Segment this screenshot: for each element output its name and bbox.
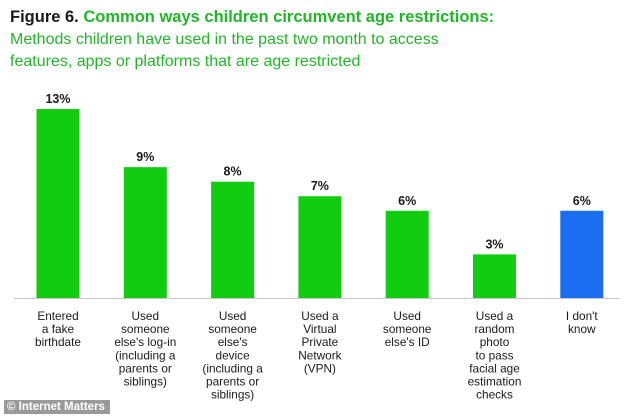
- category-label-line: someone: [383, 322, 432, 336]
- data-label: 3%: [485, 237, 503, 251]
- figure-heading: Common ways children circumvent age rest…: [83, 8, 495, 26]
- category-label-line: parents or: [206, 375, 259, 389]
- category-label-line: to pass: [475, 348, 513, 362]
- category-label: Used someone else's log-in (including a pare…: [114, 309, 176, 389]
- category-label-line: facial age: [469, 361, 520, 375]
- chart-title: Figure 6. Common ways children circumven…: [10, 6, 630, 28]
- category-label-line: Private: [302, 335, 339, 349]
- category-label-line: else's ID: [385, 335, 430, 349]
- category-label-line: Used a: [476, 309, 514, 323]
- data-label: 7%: [311, 179, 329, 193]
- bar: [123, 167, 167, 298]
- category-label-line: (including a: [202, 361, 263, 375]
- category-label-line: Used a: [301, 309, 339, 323]
- category-label-line: random: [475, 322, 515, 336]
- data-label: 9%: [136, 150, 154, 164]
- category-label-line: Used: [219, 309, 247, 323]
- category-label-line: parents or: [119, 361, 172, 375]
- category-label-line: know: [568, 322, 596, 336]
- chart-subtitle-line-2: features, apps or platforms that are age…: [10, 53, 361, 70]
- category-label: Entered a fake birthdate: [35, 309, 81, 349]
- category-label-line: birthdate: [35, 335, 81, 349]
- category-label-line: Virtual: [303, 322, 336, 336]
- category-label-line: Used: [132, 309, 160, 323]
- category-label-line: someone: [121, 322, 170, 336]
- category-label-line: Used: [393, 309, 421, 323]
- figure-label: Figure 6.: [10, 8, 79, 26]
- data-label: 6%: [573, 194, 591, 208]
- category-label-line: someone: [208, 322, 257, 336]
- category-label-line: siblings): [211, 388, 254, 402]
- data-label: 8%: [224, 165, 242, 179]
- category-label-line: a fake: [42, 322, 75, 336]
- bar: [560, 210, 604, 298]
- bar: [298, 196, 342, 298]
- bar: [473, 254, 516, 298]
- category-label-line: estimation: [468, 375, 522, 389]
- chart-subtitle-line-1: Methods children have used in the past t…: [10, 31, 439, 48]
- data-label: 13%: [45, 92, 70, 106]
- watermark: © Internet Matters: [4, 400, 110, 414]
- category-label-line: (VPN): [304, 361, 336, 375]
- bar: [211, 181, 255, 298]
- category-label-line: photo: [480, 335, 510, 349]
- bar: [36, 109, 80, 298]
- data-label: 6%: [398, 194, 416, 208]
- category-label-line: Entered: [37, 309, 78, 323]
- category-label: Used someone else's device (including a paren…: [202, 309, 263, 402]
- category-label: Used a Virtual Private Network (VPN): [298, 309, 341, 375]
- category-label-line: else's: [218, 335, 248, 349]
- category-label: Used someone else's ID: [383, 309, 432, 349]
- category-label: I don't know: [566, 309, 598, 336]
- category-label-line: siblings): [124, 375, 167, 389]
- category-label-line: device: [216, 348, 251, 362]
- category-label: Used a random photo to pass facial age estima…: [468, 309, 522, 402]
- category-label-line: (including a: [115, 348, 176, 362]
- category-label-line: checks: [476, 388, 513, 402]
- category-label-line: Network: [298, 348, 341, 362]
- chart-title-block: Figure 6. Common ways children circumven…: [10, 6, 630, 72]
- category-label-line: else's log-in: [114, 335, 176, 349]
- bar: [385, 210, 429, 298]
- category-label-line: I don't: [566, 309, 598, 323]
